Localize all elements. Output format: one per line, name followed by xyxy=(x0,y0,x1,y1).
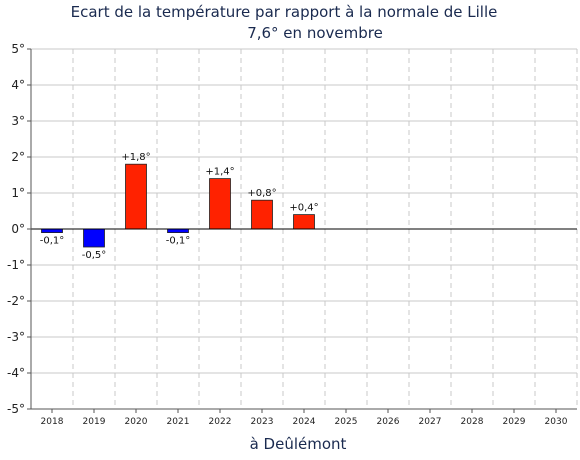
data-label-2020: +1,8° xyxy=(121,152,150,163)
x-tick-label-2018: 2018 xyxy=(41,417,64,427)
bar-2022 xyxy=(209,178,231,230)
bar-2019 xyxy=(83,228,105,248)
x-tick-label-2023: 2023 xyxy=(251,417,274,427)
x-tick-label-2025: 2025 xyxy=(335,417,358,427)
chart-title: Ecart de la température par rapport à la… xyxy=(71,3,498,21)
y-tick-label: -5° xyxy=(7,402,25,416)
x-tick-label-2019: 2019 xyxy=(83,417,106,427)
x-axis-label: à Deûlémont xyxy=(250,435,347,453)
chart-subtitle: 7,6° en novembre xyxy=(247,24,383,42)
y-tick-label: 3° xyxy=(11,114,25,128)
x-tick-label-2027: 2027 xyxy=(419,417,442,427)
x-tick-label-2029: 2029 xyxy=(503,417,526,427)
x-tick-label-2028: 2028 xyxy=(461,417,484,427)
y-tick-label: -1° xyxy=(7,258,25,272)
bar-2024 xyxy=(293,214,315,230)
bars xyxy=(41,163,315,248)
bar-2018 xyxy=(41,228,63,233)
axes: 5° 4° 3° 2° 1° 0° -1° -2° -3° -4° -5° 2018 2019 2020 2… xyxy=(7,42,577,427)
y-tick-label: 1° xyxy=(11,186,25,200)
x-tick-label-2030: 2030 xyxy=(545,417,568,427)
bar-2020 xyxy=(125,163,147,230)
x-tick-label-2021: 2021 xyxy=(167,417,190,427)
data-label-2022: +1,4° xyxy=(205,167,234,178)
data-label-2021: -0,1° xyxy=(166,236,191,247)
x-tick-label-2020: 2020 xyxy=(125,417,148,427)
data-label-2023: +0,8° xyxy=(247,188,276,199)
x-tick-label-2026: 2026 xyxy=(377,417,400,427)
x-tick-label-2024: 2024 xyxy=(293,417,316,427)
y-tick-label: 4° xyxy=(11,78,25,92)
y-tick-label: 2° xyxy=(11,150,25,164)
x-tick-label-2022: 2022 xyxy=(209,417,232,427)
y-tick-label: 0° xyxy=(11,222,25,236)
data-labels: -0,1° -0,5° +1,8° -0,1° +1,4° +0,8° +0,4° xyxy=(40,152,319,261)
bar-2023 xyxy=(251,199,273,230)
data-label-2019: -0,5° xyxy=(82,250,107,261)
y-tick-label: -3° xyxy=(7,330,25,344)
data-label-2018: -0,1° xyxy=(40,236,65,247)
y-tick-label: -4° xyxy=(7,366,25,380)
data-label-2024: +0,4° xyxy=(289,203,318,214)
bar-2021 xyxy=(167,228,189,233)
y-tick-label: -2° xyxy=(7,294,25,308)
y-tick-label: 5° xyxy=(11,42,25,56)
